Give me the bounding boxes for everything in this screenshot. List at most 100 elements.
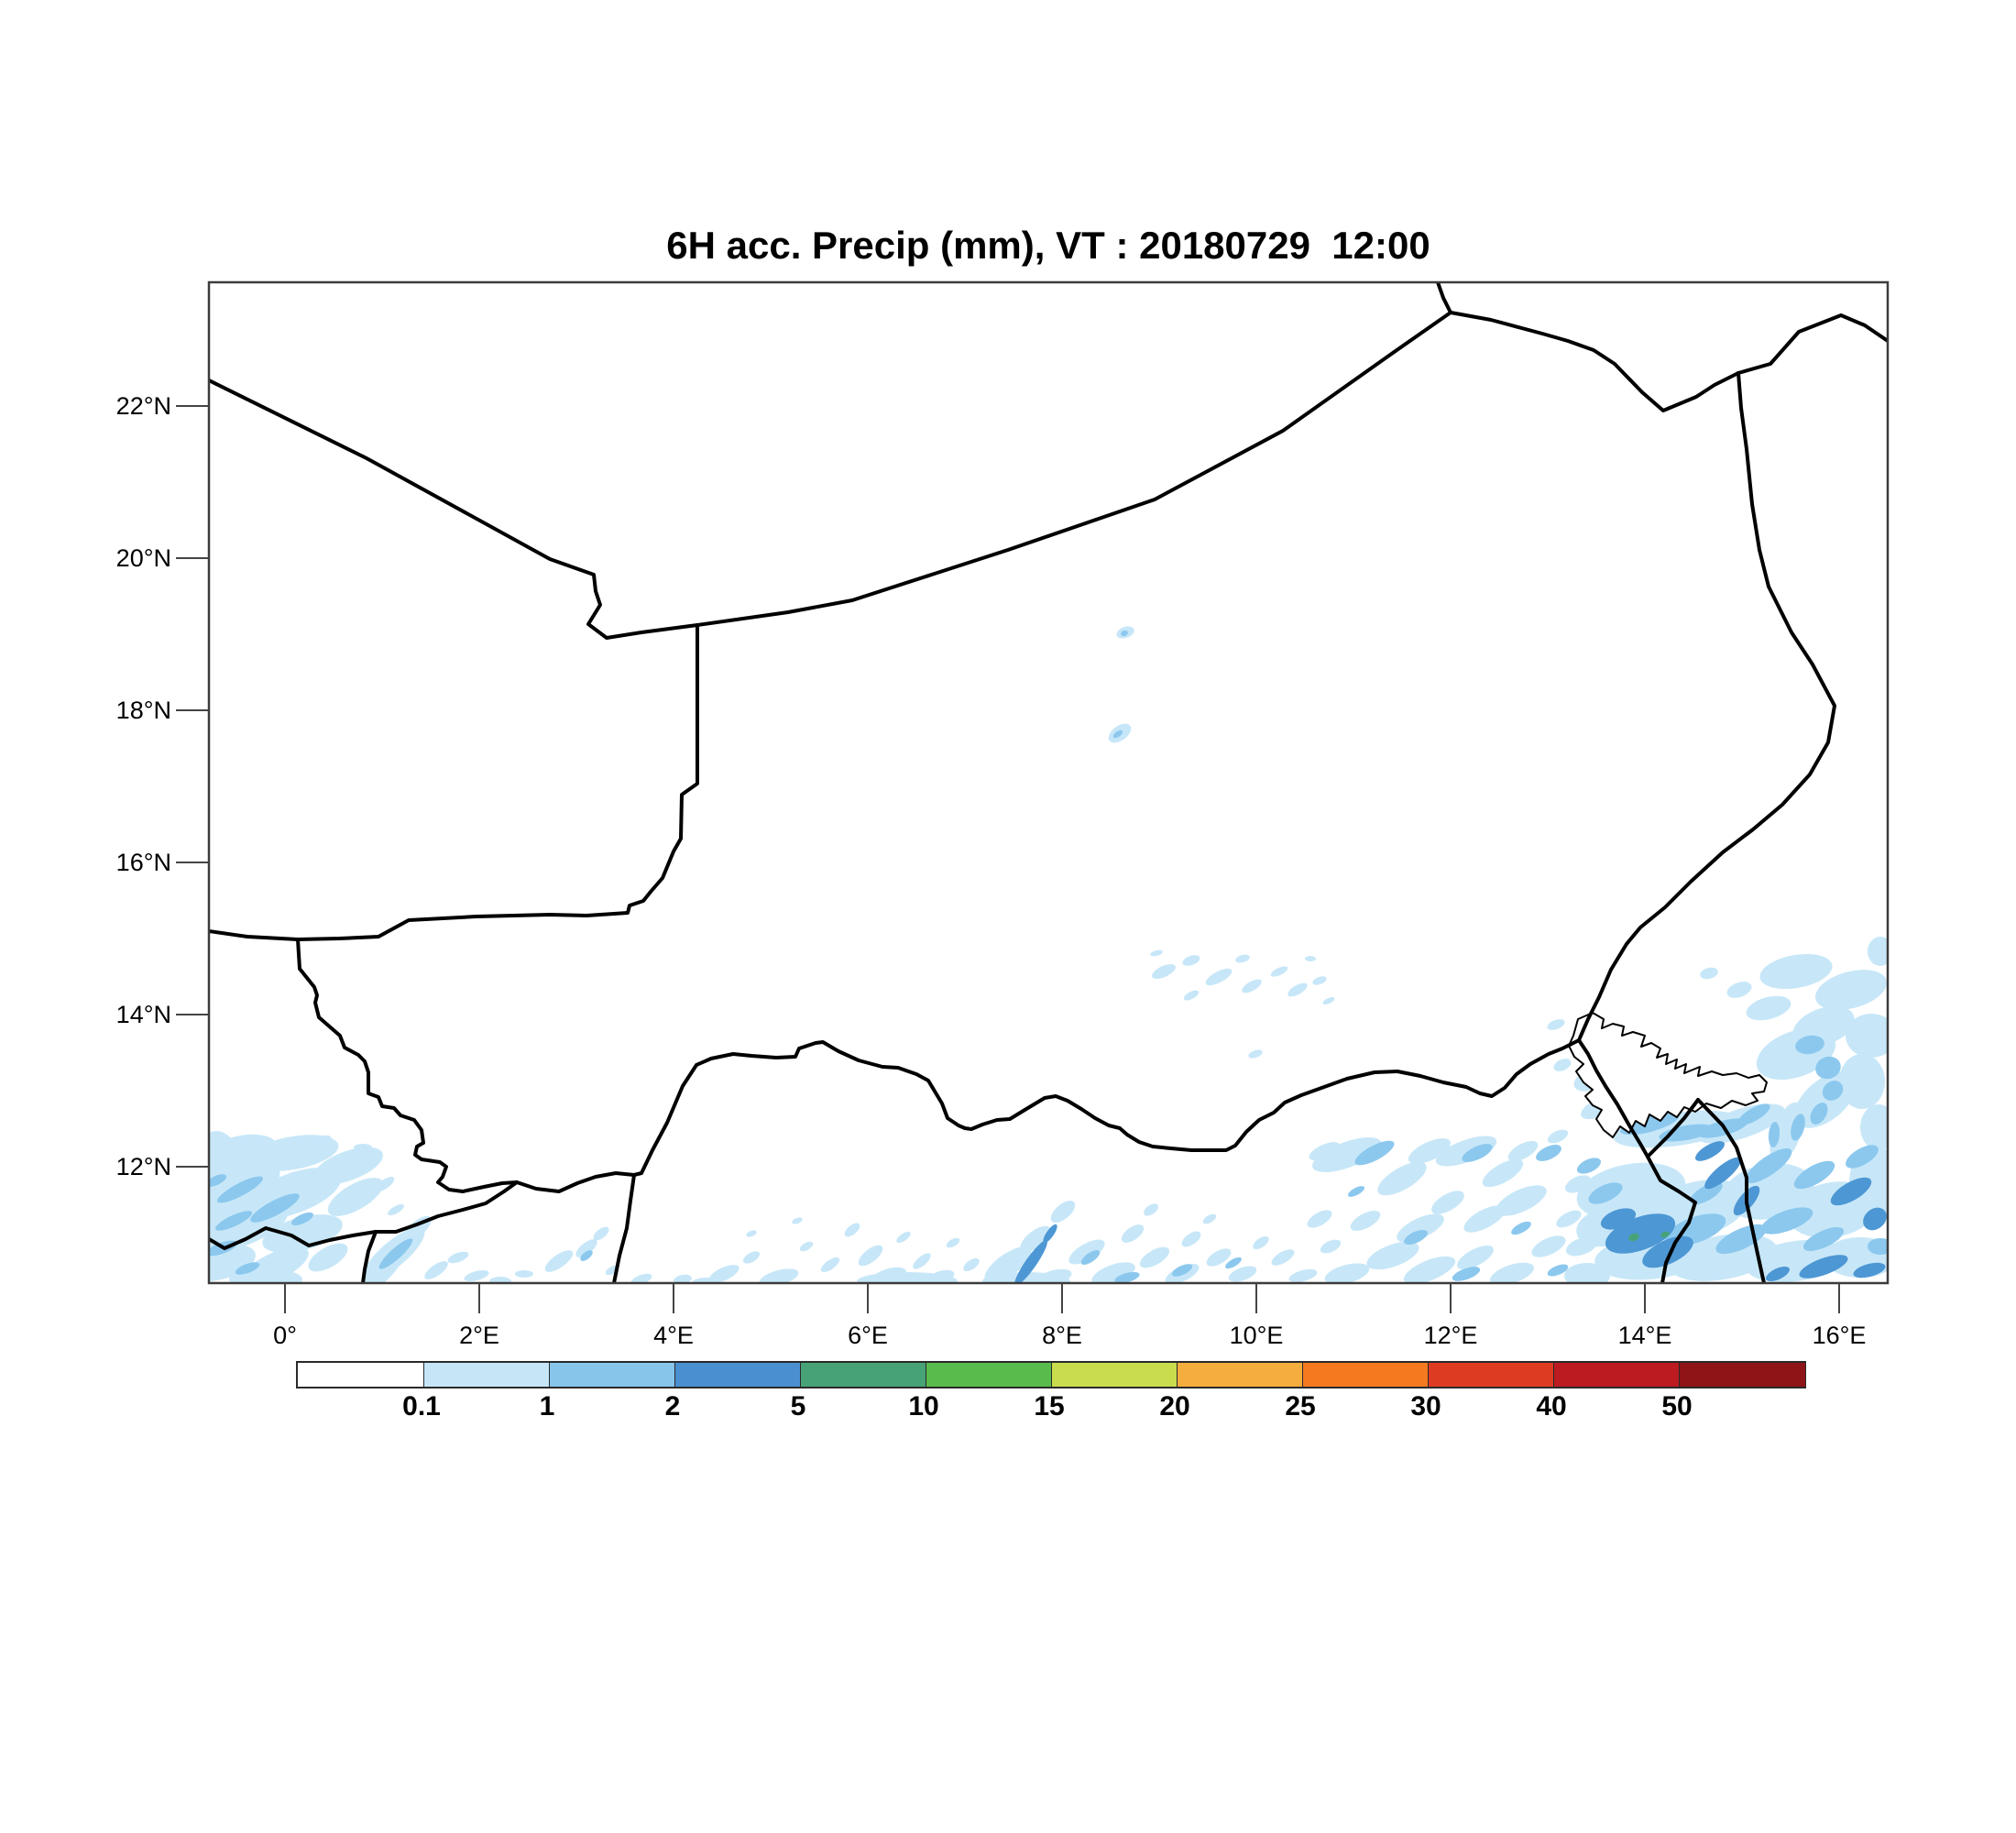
colorbar-tick-label: 1	[539, 1391, 555, 1421]
precip-blob	[1139, 1246, 1170, 1268]
precip-blob	[799, 1241, 814, 1252]
precip-blob	[1206, 1248, 1232, 1267]
precip-blob	[1020, 1225, 1051, 1253]
precip-blob	[1547, 1129, 1569, 1144]
precip-blob	[1144, 1203, 1158, 1216]
precip-blob	[1482, 1158, 1524, 1188]
precip-blob	[1547, 1019, 1565, 1030]
precip-blob	[1795, 1035, 1824, 1055]
precip-blob	[1576, 1158, 1602, 1174]
precip-blob	[1270, 966, 1288, 977]
precip-blob	[1287, 982, 1308, 997]
precip-blob	[1312, 1137, 1382, 1172]
precip-blob	[1737, 1103, 1770, 1125]
lat-tick-label: 14°N	[115, 1001, 171, 1028]
precip-blob	[447, 1251, 469, 1264]
precip-blob	[1397, 1213, 1444, 1243]
colorbar-segment	[1553, 1363, 1680, 1387]
precip-blob	[1536, 1145, 1561, 1161]
colorbar-tick-label: 5	[790, 1391, 806, 1421]
precip-blob	[1347, 1186, 1365, 1197]
colorbar-tick-label: 0.1	[402, 1391, 441, 1421]
colorbar-segment	[1679, 1363, 1805, 1387]
precip-blob	[1660, 1231, 1670, 1238]
precip-blob	[630, 1273, 652, 1282]
country-border	[296, 938, 519, 1193]
precip-blob	[1860, 1104, 1887, 1150]
precip-blob	[1830, 1177, 1872, 1206]
precip-blob	[210, 1260, 232, 1280]
precip-blob	[896, 1231, 911, 1244]
precip-blob	[1152, 963, 1176, 980]
colorbar-segment	[800, 1363, 926, 1387]
lon-tick-label: 8°E	[1042, 1322, 1082, 1349]
colorbar-segment	[674, 1363, 801, 1387]
precip-blob	[1324, 1263, 1370, 1282]
precip-blob	[1228, 1266, 1257, 1282]
lon-tick-label: 4°E	[653, 1322, 694, 1349]
precip-blob	[1766, 1266, 1790, 1282]
colorbar-tick-label: 30	[1410, 1391, 1441, 1421]
precip-blob	[1746, 995, 1791, 1021]
precip-blob	[1377, 1161, 1427, 1196]
precip-blob	[1839, 1054, 1885, 1109]
precip-blob	[1091, 1262, 1135, 1282]
precip-blob	[1760, 1207, 1813, 1235]
precip-blob	[1565, 1236, 1598, 1257]
precip-blob	[1235, 954, 1250, 963]
country-border	[1696, 1098, 1766, 1282]
precip-blob	[580, 1250, 593, 1261]
country-border	[1737, 313, 1887, 375]
precip-blob	[1810, 1103, 1828, 1125]
lon-tick-label: 10°E	[1229, 1322, 1284, 1349]
precip-blob	[1564, 1263, 1610, 1282]
country-border	[612, 1173, 636, 1282]
precip-blob	[1457, 1245, 1494, 1270]
colorbar-tick-label: 40	[1536, 1391, 1567, 1421]
precip-blob	[984, 1246, 1032, 1282]
precip-blob	[1408, 1138, 1452, 1164]
colorbar-segment	[423, 1363, 550, 1387]
precip-blob	[327, 1178, 384, 1216]
precip-blob	[489, 1277, 511, 1282]
precip-blob	[217, 1176, 263, 1203]
lat-tick-label: 18°N	[115, 697, 171, 724]
precip-blob	[1700, 967, 1718, 980]
precip-blob	[1366, 1241, 1419, 1270]
precip-blob	[544, 1250, 574, 1272]
precip-blob	[310, 1135, 332, 1147]
colorbar-tick-label: 10	[908, 1391, 939, 1421]
precip-blob	[378, 1238, 413, 1269]
precip-blob	[1768, 1122, 1780, 1147]
precip-blob	[1463, 1205, 1506, 1233]
precip-blob	[1600, 1208, 1637, 1230]
precip-blob	[308, 1243, 348, 1272]
precip-blob	[674, 1274, 692, 1282]
colorbar-segment	[1051, 1363, 1178, 1387]
precip-blob	[1014, 1240, 1047, 1282]
colorbar-tick-label: 2	[664, 1391, 681, 1421]
lat-tick-label: 12°N	[115, 1153, 171, 1180]
precip-blob	[963, 1257, 980, 1272]
precip-blob	[792, 1217, 803, 1224]
precip-blob	[1080, 1249, 1101, 1266]
precip-blob	[913, 1253, 931, 1269]
precip-blob	[1564, 1175, 1592, 1193]
country-border	[374, 1180, 519, 1234]
precip-blob	[1462, 1144, 1493, 1162]
precip-blob	[1121, 1224, 1145, 1243]
precip-blob	[1704, 1157, 1741, 1190]
precip-blob	[820, 1257, 840, 1273]
precip-blob	[1822, 1081, 1844, 1101]
precip-blob	[1802, 1226, 1845, 1252]
country-border	[1449, 311, 1740, 412]
country-border	[210, 623, 699, 941]
precip-blob	[1320, 1239, 1342, 1254]
precip-blob	[1620, 1112, 1679, 1136]
lon-tick-label: 2°E	[459, 1322, 499, 1349]
precip-blob	[575, 1239, 597, 1257]
precip-blob	[1253, 1235, 1269, 1250]
precip-blob	[1431, 1191, 1464, 1214]
precip-blob	[1435, 1136, 1497, 1167]
